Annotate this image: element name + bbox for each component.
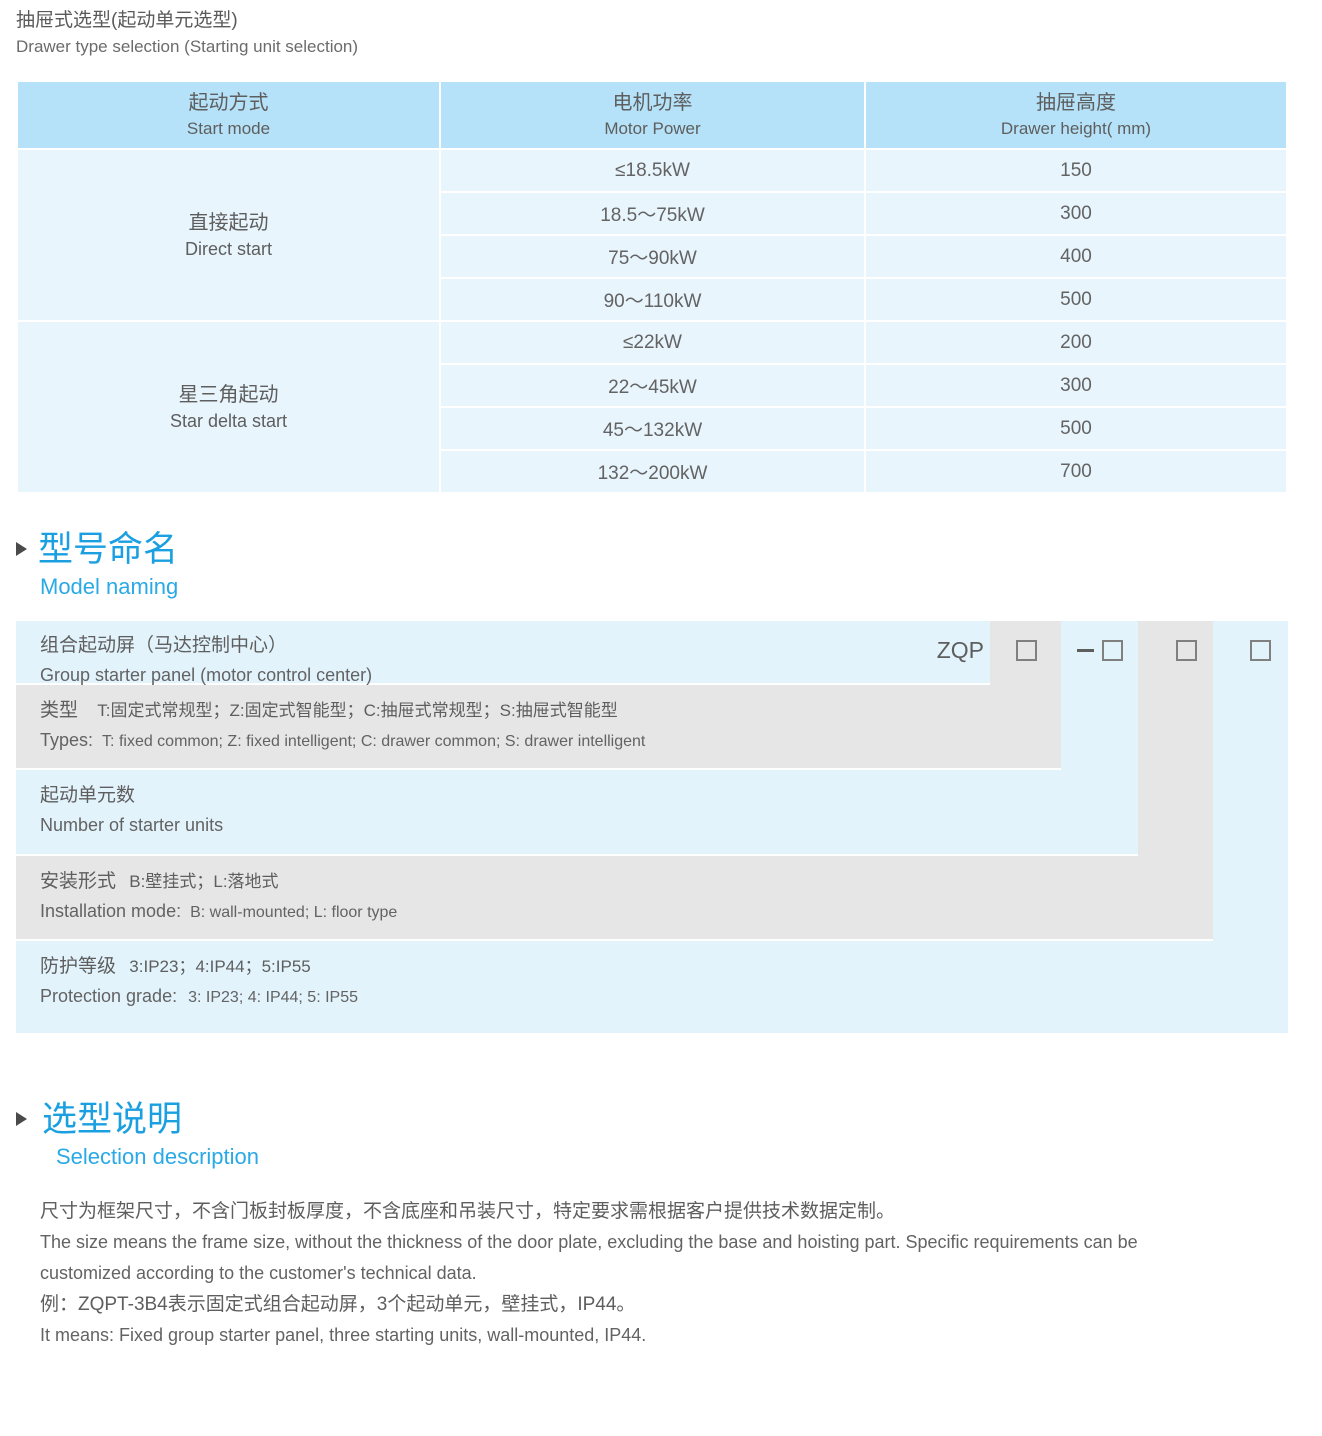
caption-chinese: 抽屉式选型(起动单元选型): [16, 10, 238, 31]
table-row: 22～45kW 300: [18, 365, 1286, 406]
model-naming-heading-en: Model naming: [40, 574, 179, 599]
row-types-value-en: T: fixed common; Z: fixed intelligent; C…: [102, 733, 646, 750]
table-header-row: 起动方式 Start mode 电机功率 Motor Power 抽屉高度 Dr…: [18, 82, 1286, 148]
motor-power-cell: 75～90kW: [441, 236, 864, 277]
header-start-mode-cn: 起动方式: [188, 91, 269, 114]
row-protection-label-en: Protection grade:: [40, 986, 178, 1006]
header-drawer-height-cn: 抽屉高度: [1036, 91, 1116, 114]
row-protection-label-cn: 防护等级: [40, 956, 117, 977]
desc-line-4: 例：ZQPT-3B4表示固定式组合起动屏，3个起动单元，壁挂式，IP44。: [40, 1294, 636, 1315]
selection-description-body: 尺寸为框架尺寸，不含门板封板厚度，不含底座和吊装尺寸，特定要求需根据客户提供技术…: [40, 1196, 1290, 1351]
row-product-cn: 组合起动屏（马达控制中心）: [40, 635, 288, 656]
table-row: 90～110kW 500: [18, 279, 1286, 320]
drawer-height-cell: 500: [866, 408, 1286, 449]
table-row: 132～200kW 700: [18, 451, 1286, 492]
section-heading-model-naming: 型号命名 Model naming: [16, 528, 178, 602]
desc-line-5: It means: Fixed group starter panel, thr…: [40, 1325, 647, 1345]
model-naming-row-types: 类型 T:固定式常规型；Z:固定式智能型；C:抽屉式常规型；S:抽屉式智能型 T…: [16, 685, 1061, 768]
row-install-mode-cn: 安装形式 B:壁挂式；L:落地式: [40, 867, 1040, 897]
row-types-value-cn: T:固定式常规型；Z:固定式智能型；C:抽屉式常规型；S:抽屉式智能型: [97, 701, 618, 720]
start-mode-direct-en: Direct start: [184, 238, 272, 259]
row-product-en: Group starter panel (motor control cente…: [40, 665, 373, 685]
row-install-mode-value-en: B: wall-mounted; L: floor type: [190, 904, 398, 921]
header-motor-power-en: Motor Power: [604, 118, 701, 138]
desc-line-2: The size means the frame size, without t…: [40, 1232, 1138, 1252]
header-drawer-height: 抽屉高度 Drawer height( mm): [866, 82, 1286, 148]
header-motor-power: 电机功率 Motor Power: [441, 82, 864, 148]
row-unit-count-en: Number of starter units: [40, 815, 224, 835]
drawer-height-cell: 200: [866, 322, 1286, 363]
model-naming-diagram: 组合起动屏（马达控制中心） Group starter panel (motor…: [16, 621, 1288, 1033]
row-types-label-cn: 类型: [40, 700, 79, 721]
model-naming-row-unit-count: 起动单元数 Number of starter units: [16, 770, 1138, 854]
model-naming-heading-cn: 型号命名: [38, 530, 179, 569]
motor-power-cell: 90～110kW: [441, 279, 864, 320]
row-types-en: Types: T: fixed common; Z: fixed intelli…: [40, 726, 1040, 756]
model-naming-row-product: 组合起动屏（马达控制中心） Group starter panel (motor…: [16, 621, 990, 685]
row-types-cn: 类型 T:固定式常规型；Z:固定式智能型；C:抽屉式常规型；S:抽屉式智能型: [40, 696, 1040, 726]
row-protection-en: Protection grade: 3: IP23; 4: IP44; 5: I…: [40, 982, 1040, 1012]
model-naming-row-install-mode: 安装形式 B:壁挂式；L:落地式 Installation mode: B: w…: [16, 856, 1213, 939]
drawer-height-cell: 500: [866, 279, 1286, 320]
row-install-mode-value-cn: B:壁挂式；L:落地式: [129, 872, 279, 891]
model-naming-row-protection-grade: 防护等级 3:IP23；4:IP44；5:IP55 Protection gra…: [16, 941, 1288, 1033]
header-start-mode: 起动方式 Start mode: [18, 82, 439, 148]
motor-power-cell: 22～45kW: [441, 365, 864, 406]
motor-power-cell: 18.5～75kW: [441, 193, 864, 234]
start-mode-star-delta-en: Star delta start: [169, 410, 288, 431]
selection-description-heading-en: Selection description: [56, 1144, 260, 1169]
caption-english: Drawer type selection (Starting unit sel…: [16, 37, 359, 56]
row-unit-count-cn: 起动单元数: [40, 785, 136, 806]
row-protection-value-en: 3: IP23; 4: IP44; 5: IP55: [188, 989, 358, 1006]
motor-power-cell: ≤18.5kW: [441, 150, 864, 191]
motor-power-cell: ≤22kW: [441, 322, 864, 363]
row-install-mode-label-en: Installation mode:: [40, 901, 182, 921]
triangle-bullet-icon: [16, 542, 27, 556]
desc-line-1: 尺寸为框架尺寸，不含门板封板厚度，不含底座和吊装尺寸，特定要求需根据客户提供技术…: [40, 1201, 896, 1222]
drawer-selection-table: 起动方式 Start mode 电机功率 Motor Power 抽屉高度 Dr…: [16, 80, 1288, 494]
selection-description-heading-cn: 选型说明: [42, 1100, 183, 1139]
section-heading-selection-description: 选型说明 Selection description: [16, 1098, 259, 1172]
start-mode-star-delta-cn: 星三角起动: [178, 383, 279, 406]
drawer-height-cell: 150: [866, 150, 1286, 191]
drawer-height-cell: 300: [866, 365, 1286, 406]
drawer-height-cell: 700: [866, 451, 1286, 492]
motor-power-cell: 132～200kW: [441, 451, 864, 492]
row-protection-value-cn: 3:IP23；4:IP44；5:IP55: [129, 957, 311, 976]
row-types-label-en: Types:: [40, 730, 94, 750]
start-mode-direct-cn: 直接起动: [188, 211, 269, 234]
motor-power-cell: 45～132kW: [441, 408, 864, 449]
drawer-height-cell: 400: [866, 236, 1286, 277]
table-row: 18.5～75kW 300: [18, 193, 1286, 234]
drawer-height-cell: 300: [866, 193, 1286, 234]
table-row: 直接起动 Direct start ≤18.5kW 150: [18, 150, 1286, 320]
drawer-selection-caption: 抽屉式选型(起动单元选型) Drawer type selection (Sta…: [16, 8, 916, 59]
table-row: 75～90kW 400: [18, 236, 1286, 277]
row-install-mode-en: Installation mode: B: wall-mounted; L: f…: [40, 897, 1040, 927]
header-motor-power-cn: 电机功率: [612, 91, 693, 114]
row-install-mode-label-cn: 安装形式: [40, 871, 117, 892]
start-mode-star-delta: 星三角起动 Star delta start: [18, 322, 439, 492]
table-row: 星三角起动 Star delta start ≤22kW 200: [18, 322, 1286, 492]
header-drawer-height-en: Drawer height( mm): [1000, 118, 1152, 138]
desc-line-3: customized according to the customer's t…: [40, 1263, 477, 1283]
row-protection-cn: 防护等级 3:IP23；4:IP44；5:IP55: [40, 952, 1040, 982]
header-start-mode-en: Start mode: [186, 118, 271, 138]
triangle-bullet-icon: [16, 1112, 27, 1126]
table-row: 45～132kW 500: [18, 408, 1286, 449]
start-mode-direct: 直接起动 Direct start: [18, 150, 439, 320]
